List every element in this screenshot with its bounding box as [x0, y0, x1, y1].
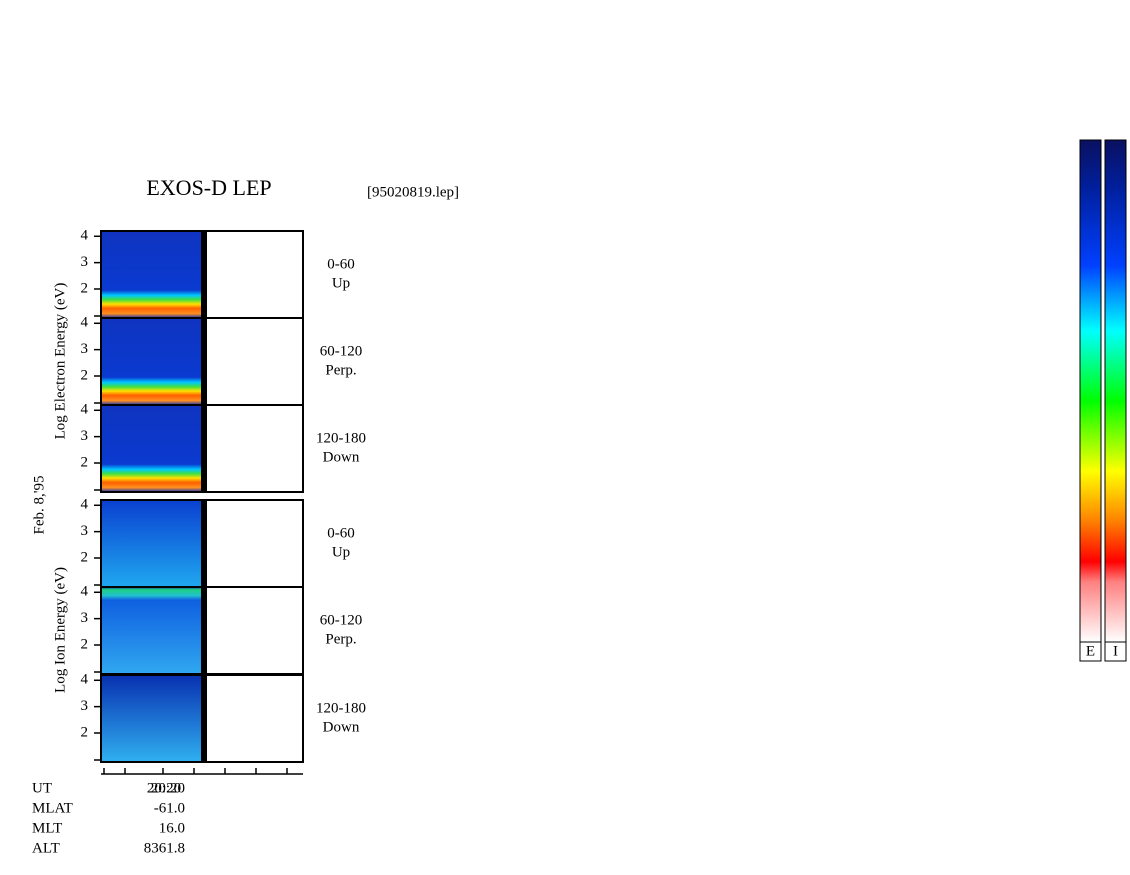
y-tick-label: 2 [81, 367, 89, 383]
data-gap-bar [201, 231, 207, 318]
pitch-angle: 120-180 [316, 430, 366, 446]
pitch-angle: 0-60 [327, 256, 355, 272]
spectrogram [101, 405, 201, 492]
color-bar-label: E [1086, 643, 1095, 659]
direction: Down [323, 719, 360, 735]
y-tick-label: 4 [81, 584, 89, 600]
footer-value: -61.0 [154, 800, 185, 816]
data-gap-bar [201, 675, 207, 762]
spectrogram [101, 231, 201, 318]
x-tick-label: 20:20 [147, 780, 181, 796]
y-tick-label: 4 [81, 497, 89, 513]
direction: Perp. [325, 362, 356, 378]
data-gap-bar [201, 318, 207, 405]
y-tick-label: 2 [81, 724, 89, 740]
y-tick-label: 3 [81, 428, 89, 444]
date: Feb. 8,'95 [31, 476, 47, 535]
y-tick-label: 3 [81, 523, 89, 539]
footer-name: UT [32, 780, 52, 796]
y-tick-label: 2 [81, 454, 89, 470]
footer-value: 20:20 [151, 780, 185, 796]
footer-name: ALT [32, 840, 60, 856]
spectrogram [101, 500, 201, 587]
color-bar [1079, 139, 1102, 643]
direction: Up [332, 544, 350, 560]
y-tick-label: 4 [81, 228, 89, 244]
spectrogram [101, 675, 201, 762]
pitch-angle: 0-60 [327, 525, 355, 541]
color-bar-label-box [1104, 641, 1127, 662]
y-tick-label: 2 [81, 549, 89, 565]
y-tick-label: 2 [81, 636, 89, 652]
title: EXOS-D LEP [146, 175, 271, 200]
color-bar-label: I [1113, 643, 1118, 659]
y-tick-label: 4 [81, 672, 89, 688]
color-bar-label-box [1079, 641, 1102, 662]
pitch-angle: 60-120 [320, 343, 363, 359]
y-tick-label: 3 [81, 341, 89, 357]
y-tick-label: 2 [81, 280, 89, 296]
direction: Perp. [325, 631, 356, 647]
y-axis-label: Log Ion Energy (eV) [52, 567, 68, 693]
footer-value: 16.0 [159, 820, 185, 836]
panel-frame [100, 404, 304, 493]
panel-frame [100, 674, 304, 763]
spectrogram [101, 318, 201, 405]
spectrogram [101, 587, 201, 674]
footer-name: MLAT [32, 800, 73, 816]
data-gap-bar [201, 500, 207, 587]
y-tick-label: 4 [81, 315, 89, 331]
pitch-angle: 120-180 [316, 700, 366, 716]
y-tick-label: 3 [81, 610, 89, 626]
direction: Up [332, 275, 350, 291]
y-axis-label: Log Electron Energy (eV) [52, 283, 68, 440]
footer-name: MLT [32, 820, 62, 836]
color-bar [1104, 139, 1127, 643]
y-tick-label: 3 [81, 698, 89, 714]
y-tick-label: 4 [81, 402, 89, 418]
data-gap-bar [201, 587, 207, 674]
footer-value: 8361.8 [144, 840, 185, 856]
direction: Down [323, 449, 360, 465]
data-gap-bar [201, 405, 207, 492]
file-name: [95020819.lep] [367, 184, 459, 200]
pitch-angle: 60-120 [320, 612, 363, 628]
y-tick-label: 3 [81, 254, 89, 270]
